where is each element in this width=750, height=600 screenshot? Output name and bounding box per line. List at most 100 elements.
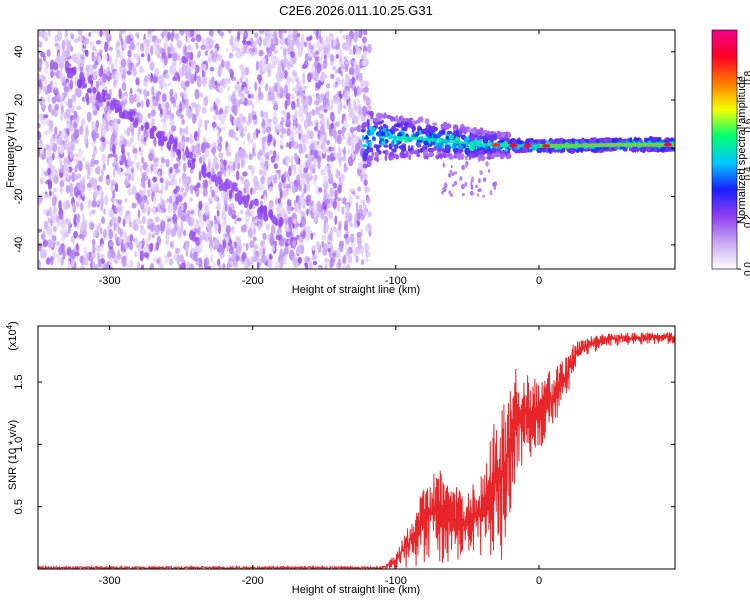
spectrogram-cell xyxy=(64,133,69,143)
spectrogram-cell xyxy=(240,225,246,233)
spectrogram-cell xyxy=(367,129,371,135)
spectrogram-cell xyxy=(141,53,145,58)
spectrogram-cell xyxy=(595,138,600,145)
spectrogram-cell xyxy=(356,47,362,55)
spectrogram-cell xyxy=(436,148,443,152)
spectrogram-cell xyxy=(129,116,135,122)
spectrogram-cell xyxy=(536,148,543,154)
spectrogram-cell xyxy=(308,170,312,178)
spectrogram-cell xyxy=(313,174,317,186)
spectrogram-cell xyxy=(328,172,332,179)
spectrogram-cell xyxy=(228,168,231,176)
spectrogram-cell xyxy=(304,183,307,194)
spectrogram-cell xyxy=(161,93,167,103)
spectrogram-cell xyxy=(357,98,360,104)
spectrogram-cell xyxy=(313,126,317,131)
spectrogram-cell xyxy=(262,233,266,240)
spectrogram-cell xyxy=(70,34,75,40)
spectrogram-cell xyxy=(316,200,322,212)
spectrogram-cell xyxy=(120,242,124,252)
spectrogram-cell xyxy=(280,127,287,135)
spectrogram-cell xyxy=(272,109,278,116)
spectrogram-cell xyxy=(243,30,249,40)
spectrogram-cell xyxy=(182,162,187,173)
spectrogram-cell xyxy=(478,149,484,155)
spectrogram-cell xyxy=(225,235,230,244)
spectrogram-cell xyxy=(232,160,236,172)
spectrogram-cell xyxy=(461,193,465,197)
spectrogram-cell xyxy=(361,134,365,141)
spectrogram-cell xyxy=(87,69,93,76)
spectrogram-cell xyxy=(39,74,45,83)
spectrogram-cell xyxy=(258,49,264,57)
spectrogram-cell xyxy=(225,47,229,53)
spectrogram-cell xyxy=(262,140,265,152)
spectrogram-cell xyxy=(243,153,249,159)
spectrogram-cell xyxy=(141,215,146,225)
spectrogram-cell xyxy=(100,189,104,200)
spectrogram-cell xyxy=(130,42,136,51)
spectrogram-cell xyxy=(222,263,226,269)
spectrogram-cell xyxy=(49,59,55,71)
spectrogram-cell xyxy=(117,249,121,258)
spectrogram-cell xyxy=(259,205,265,214)
spectrogram-cell xyxy=(310,149,314,156)
spectrogram-cell xyxy=(339,93,343,99)
spectrogram-cell xyxy=(149,218,154,224)
spectrogram-cell xyxy=(344,166,349,172)
spectrogram-cell xyxy=(371,151,375,158)
spectrogram-cell xyxy=(273,174,278,184)
spectrogram-cell xyxy=(494,151,501,158)
spectrogram-cell xyxy=(123,99,128,105)
spectrogram-cell xyxy=(126,263,130,269)
spectrogram-cell xyxy=(154,224,160,236)
spectrogram-cell xyxy=(225,77,232,85)
spectrogram-cell xyxy=(40,98,46,103)
spectrogram-cell xyxy=(254,254,258,260)
spectrogram-cell xyxy=(138,146,141,152)
spectrogram-cell xyxy=(469,136,473,140)
spectrogram-cell xyxy=(280,117,285,123)
spectrogram-cell xyxy=(92,245,96,254)
spectrogram-cell xyxy=(82,82,88,89)
spectrogram-cell xyxy=(296,37,300,49)
spectrogram-cell xyxy=(302,72,306,84)
spectrogram-cell xyxy=(140,164,143,173)
spectrogram-cell xyxy=(290,179,294,189)
spectrogram-cell xyxy=(57,253,60,264)
spectrogram-cell xyxy=(120,38,124,46)
spectrogram-cell xyxy=(400,121,404,129)
spectrogram-cell xyxy=(198,171,202,181)
spectrogram-cell xyxy=(511,138,517,146)
spectrogram-cell xyxy=(253,227,256,235)
spectrogram-cell xyxy=(130,87,133,94)
spectrogram-cell xyxy=(95,122,99,133)
spectrogram-cell xyxy=(404,117,409,124)
spectrogram-cell xyxy=(172,76,176,82)
spectrogram-cell xyxy=(347,148,351,155)
spectrogram-cell xyxy=(316,241,320,250)
spectrogram-cell xyxy=(282,182,288,189)
spectrogram-cell xyxy=(366,119,370,124)
spectrogram-cell xyxy=(63,164,67,172)
spectrogram-cell xyxy=(241,69,246,80)
spectrogram-cell xyxy=(305,181,311,192)
spectrogram-cell xyxy=(453,127,457,131)
spectrogram-cell xyxy=(48,179,53,190)
spectrogram-cell xyxy=(487,150,491,156)
spectrogram-cell xyxy=(383,112,387,119)
spectrogram-cell xyxy=(249,223,254,229)
spectrogram-cell xyxy=(427,152,433,157)
spectrogram-cell xyxy=(280,134,284,139)
spectrogram-cell xyxy=(343,224,348,231)
spectrogram-cell xyxy=(53,174,59,185)
spectrogram-cell xyxy=(133,224,139,231)
spectrogram-cell xyxy=(341,155,347,162)
spectrogram-cell xyxy=(240,94,245,103)
spectrogram-cell xyxy=(38,130,42,141)
spectrogram-cell xyxy=(43,114,49,119)
spectrogram-cell xyxy=(96,252,101,261)
spectrogram-cell xyxy=(231,182,237,189)
spectrogram-cell xyxy=(157,137,162,147)
spectrogram-cell xyxy=(216,138,221,144)
